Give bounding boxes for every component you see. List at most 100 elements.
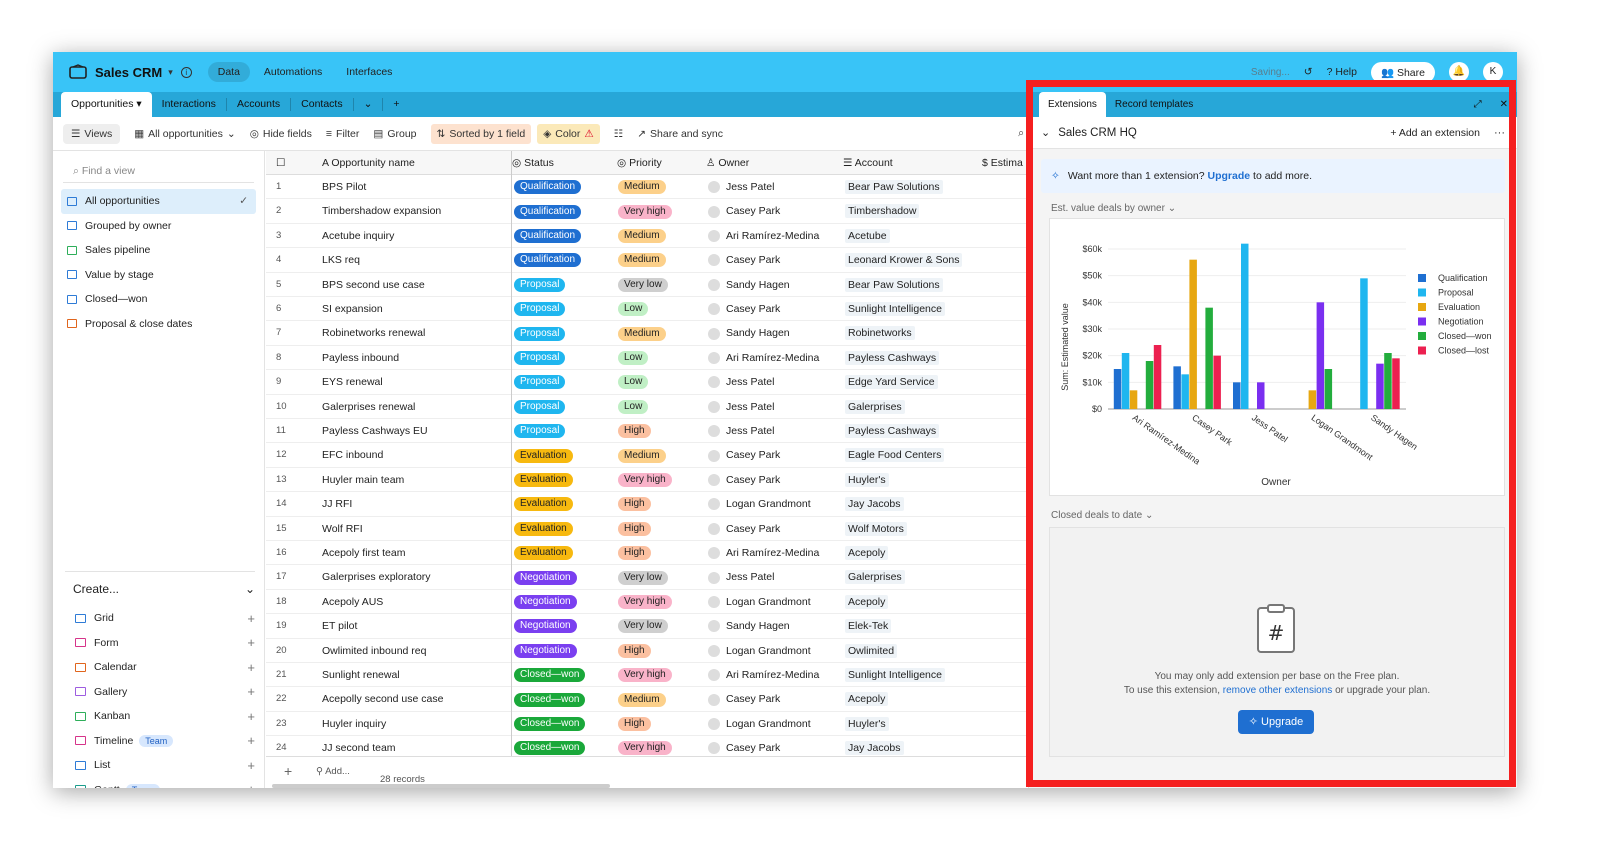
name-cell[interactable]: Huyler inquiry bbox=[322, 712, 507, 735]
create-item-calendar[interactable]: Calendar + bbox=[65, 655, 255, 680]
table-row[interactable]: 17 Galerprises exploratory Negotiation Very… bbox=[266, 565, 1028, 590]
tab-extensions[interactable]: Extensions bbox=[1039, 92, 1106, 117]
status-cell[interactable]: Evaluation bbox=[514, 541, 610, 564]
add-extension-button[interactable]: + Add an extension bbox=[1390, 126, 1480, 139]
status-cell[interactable]: Closed—won bbox=[514, 663, 610, 686]
priority-cell[interactable]: Very high bbox=[618, 199, 702, 222]
row-number-cell[interactable]: 17 bbox=[276, 565, 306, 588]
status-cell[interactable]: Closed—won bbox=[514, 736, 610, 759]
upgrade-button[interactable]: ✧ Upgrade bbox=[1238, 710, 1314, 734]
history-icon[interactable]: ↺ bbox=[1303, 66, 1313, 78]
account-cell[interactable]: Sunlight Intelligence bbox=[845, 297, 975, 320]
status-cell[interactable]: Evaluation bbox=[514, 517, 610, 540]
priority-cell[interactable]: Very high bbox=[618, 590, 702, 613]
row-number-cell[interactable]: 1 bbox=[276, 175, 306, 198]
status-cell[interactable]: Proposal bbox=[514, 395, 610, 418]
name-cell[interactable]: Acepoly first team bbox=[322, 541, 507, 564]
create-item-list[interactable]: List + bbox=[65, 753, 255, 778]
status-cell[interactable]: Qualification bbox=[514, 224, 610, 247]
row-number-cell[interactable]: 16 bbox=[276, 541, 306, 564]
account-cell[interactable]: Acepoly bbox=[845, 541, 975, 564]
account-cell[interactable]: Sunlight Intelligence bbox=[845, 663, 975, 686]
account-cell[interactable]: Acetube bbox=[845, 224, 975, 247]
priority-cell[interactable]: Low bbox=[618, 370, 702, 393]
column-header-name[interactable]: A Opportunity name bbox=[322, 157, 415, 169]
priority-cell[interactable]: High bbox=[618, 419, 702, 442]
row-number-cell[interactable]: 14 bbox=[276, 492, 306, 515]
tab-record-templates[interactable]: Record templates bbox=[1114, 99, 1194, 110]
owner-cell[interactable]: Logan Grandmont bbox=[708, 492, 836, 515]
priority-cell[interactable]: Medium bbox=[618, 224, 702, 247]
owner-cell[interactable]: Sandy Hagen bbox=[708, 614, 836, 637]
tabs-more-icon[interactable]: ⌄ bbox=[352, 98, 383, 111]
chevron-down-icon[interactable]: ▾ bbox=[168, 66, 173, 77]
status-cell[interactable]: Evaluation bbox=[514, 443, 610, 466]
account-cell[interactable]: Payless Cashways bbox=[845, 346, 975, 369]
owner-cell[interactable]: Logan Grandmont bbox=[708, 590, 836, 613]
name-cell[interactable]: Sunlight renewal bbox=[322, 663, 507, 686]
base-name[interactable]: Sales CRM bbox=[95, 64, 163, 80]
owner-cell[interactable]: Ari Ramírez-Medina bbox=[708, 663, 836, 686]
row-number-cell[interactable]: 20 bbox=[276, 639, 306, 662]
row-number-cell[interactable]: 9 bbox=[276, 370, 306, 393]
priority-cell[interactable]: High bbox=[618, 639, 702, 662]
row-number-cell[interactable]: 4 bbox=[276, 248, 306, 271]
priority-cell[interactable]: Medium bbox=[618, 687, 702, 710]
row-number-cell[interactable]: 18 bbox=[276, 590, 306, 613]
name-cell[interactable]: SI expansion bbox=[322, 297, 507, 320]
bell-icon[interactable]: 🔔 bbox=[1449, 62, 1469, 82]
column-header-owner[interactable]: ♙ Owner bbox=[706, 157, 750, 169]
priority-cell[interactable]: Very high bbox=[618, 736, 702, 759]
plus-icon[interactable]: + bbox=[247, 610, 255, 626]
priority-cell[interactable]: Very low bbox=[618, 614, 702, 637]
info-icon[interactable]: i bbox=[180, 66, 192, 78]
create-item-gallery[interactable]: Gallery + bbox=[65, 680, 255, 705]
name-cell[interactable]: LKS req bbox=[322, 248, 507, 271]
owner-cell[interactable]: Sandy Hagen bbox=[708, 321, 836, 344]
add-record-icon[interactable]: + bbox=[284, 763, 293, 779]
table-row[interactable]: 14 JJ RFI Evaluation High Logan Grandmont Jay… bbox=[266, 492, 1028, 517]
sidebar-item-grouped-by-owner[interactable]: Grouped by owner bbox=[61, 214, 256, 239]
more-icon[interactable]: ··· bbox=[1494, 126, 1505, 139]
row-number-cell[interactable]: 5 bbox=[276, 273, 306, 296]
search-icon[interactable]: ⌕ bbox=[1018, 127, 1024, 139]
account-cell[interactable]: Bear Paw Solutions bbox=[845, 175, 975, 198]
table-row[interactable]: 18 Acepoly AUS Negotiation Very high Logan G… bbox=[266, 590, 1028, 615]
status-cell[interactable]: Evaluation bbox=[514, 492, 610, 515]
status-cell[interactable]: Proposal bbox=[514, 346, 610, 369]
base-icon[interactable] bbox=[69, 64, 87, 80]
column-header-estimated[interactable]: $ Estima bbox=[982, 157, 1023, 169]
owner-cell[interactable]: Jess Patel bbox=[708, 565, 836, 588]
account-cell[interactable]: Huyler's bbox=[845, 468, 975, 491]
nav-data[interactable]: Data bbox=[207, 62, 250, 82]
status-cell[interactable]: Negotiation bbox=[514, 565, 610, 588]
name-cell[interactable]: Payless Cashways EU bbox=[322, 419, 507, 442]
plus-icon[interactable]: + bbox=[247, 659, 255, 675]
account-cell[interactable]: Elek-Tek bbox=[845, 614, 975, 637]
priority-cell[interactable]: Very low bbox=[618, 273, 702, 296]
owner-cell[interactable]: Jess Patel bbox=[708, 419, 836, 442]
plus-icon[interactable]: + bbox=[247, 708, 255, 724]
sidebar-item-value-by-stage[interactable]: Value by stage bbox=[61, 263, 256, 288]
close-icon[interactable]: ✕ bbox=[1499, 99, 1508, 110]
share-button[interactable]: 👥 Share bbox=[1370, 61, 1435, 83]
owner-cell[interactable]: Jess Patel bbox=[708, 370, 836, 393]
priority-cell[interactable]: High bbox=[618, 712, 702, 735]
name-cell[interactable]: Galerprises renewal bbox=[322, 395, 507, 418]
table-row[interactable]: 9 EYS renewal Proposal Low Jess Patel Edge Ya… bbox=[266, 370, 1028, 395]
row-number-cell[interactable]: 10 bbox=[276, 395, 306, 418]
share-sync-button[interactable]: ↗ Share and sync bbox=[637, 127, 723, 140]
remove-extensions-link[interactable]: remove other extensions bbox=[1222, 685, 1333, 696]
name-cell[interactable]: Acetube inquiry bbox=[322, 224, 507, 247]
nav-interfaces[interactable]: Interfaces bbox=[346, 66, 393, 78]
name-cell[interactable]: Robinetworks renewal bbox=[322, 321, 507, 344]
account-cell[interactable]: Timbershadow bbox=[845, 199, 975, 222]
row-number-cell[interactable]: 2 bbox=[276, 199, 306, 222]
name-cell[interactable]: BPS Pilot bbox=[322, 175, 507, 198]
account-cell[interactable]: Edge Yard Service bbox=[845, 370, 975, 393]
table-row[interactable]: 4 LKS req Qualification Medium Casey Park Leo… bbox=[266, 248, 1028, 273]
name-cell[interactable]: EYS renewal bbox=[322, 370, 507, 393]
chart-section-title[interactable]: Est. value deals by owner ⌄ bbox=[1051, 203, 1177, 214]
create-item-form[interactable]: Form + bbox=[65, 631, 255, 656]
name-cell[interactable]: Payless inbound bbox=[322, 346, 507, 369]
